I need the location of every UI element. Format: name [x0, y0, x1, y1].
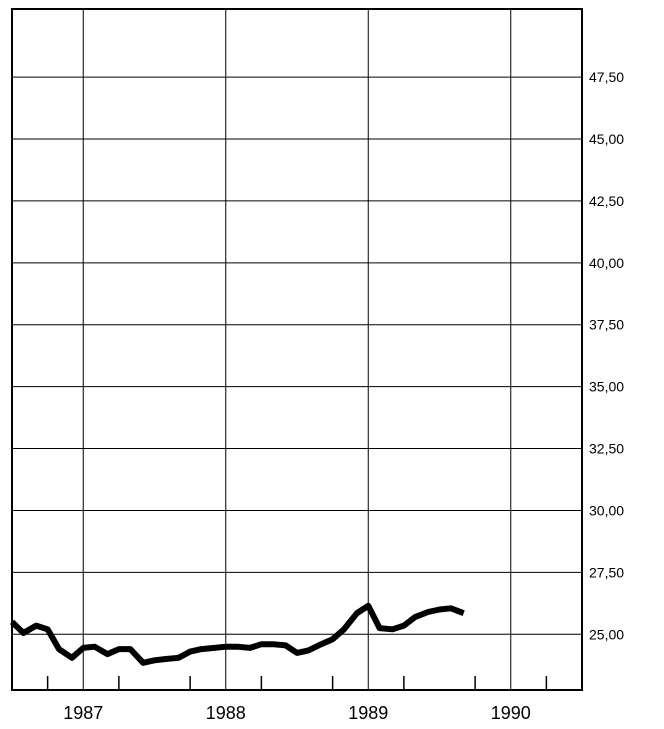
x-axis-ticks: [46, 676, 548, 690]
y-tick-label: 42,50: [589, 193, 624, 209]
y-tick-label: 32,50: [589, 441, 624, 457]
x-tick-label: 1989: [348, 703, 388, 723]
y-tick-label: 37,50: [589, 317, 624, 333]
y-tick-label: 30,00: [589, 502, 624, 518]
y-tick-label: 40,00: [589, 255, 624, 271]
y-tick-label: 35,00: [589, 379, 624, 395]
x-tick-label: 1990: [491, 703, 531, 723]
y-tick-label: 47,50: [589, 69, 624, 85]
plot-frame: [11, 8, 583, 691]
x-tick-label: 1987: [63, 703, 103, 723]
x-axis-labels: 1987 1988 1989 1990: [63, 703, 531, 723]
series-line: [9, 602, 465, 666]
y-tick-label: 45,00: [589, 131, 624, 147]
horizontal-gridlines: [12, 76, 582, 635]
y-axis-labels: 25,00 27,50 30,00 32,50 35,00 37,50 40,0…: [589, 69, 624, 642]
series-layer: [9, 602, 465, 666]
x-tick-label: 1988: [206, 703, 246, 723]
y-tick-label: 27,50: [589, 564, 624, 580]
y-tick-label: 25,00: [589, 626, 624, 642]
vertical-gridlines: [82, 9, 512, 690]
